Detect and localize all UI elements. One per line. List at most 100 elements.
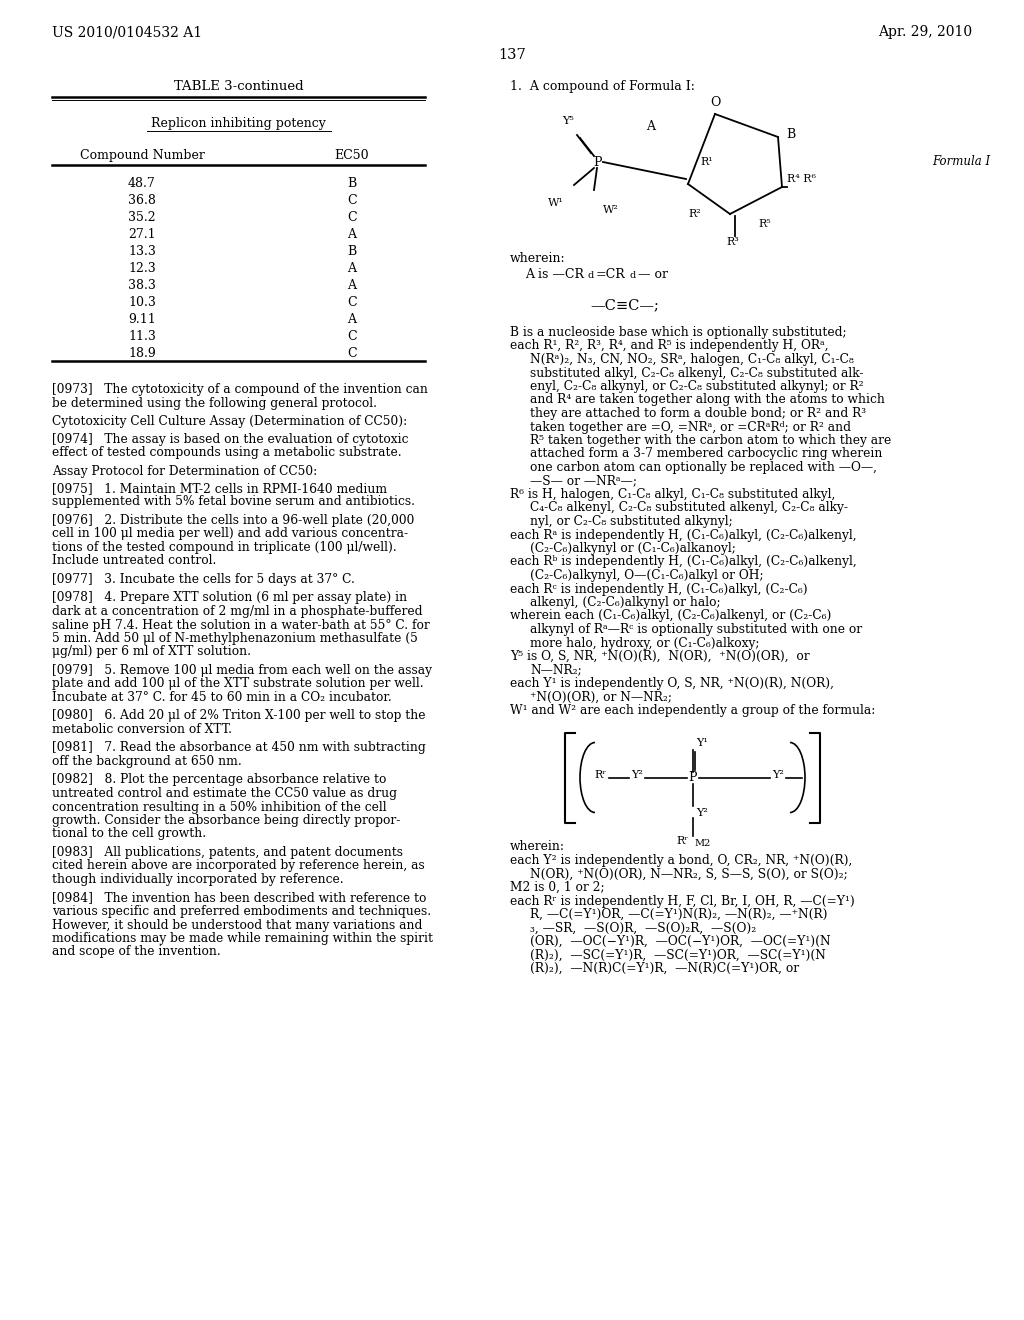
Text: 137: 137 [498, 48, 526, 62]
Text: (C₂-C₆)alkynyl, O—(C₁-C₆)alkyl or OH;: (C₂-C₆)alkynyl, O—(C₁-C₆)alkyl or OH; [530, 569, 764, 582]
Text: —S— or —NRᵃ—;: —S— or —NRᵃ—; [530, 474, 637, 487]
Text: Replicon inhibiting potency: Replicon inhibiting potency [152, 117, 326, 129]
Text: R⁵: R⁵ [759, 219, 771, 228]
Text: more halo, hydroxy, or (C₁-C₆)alkoxy;: more halo, hydroxy, or (C₁-C₆)alkoxy; [530, 636, 760, 649]
Text: 13.3: 13.3 [128, 246, 156, 257]
Text: 12.3: 12.3 [128, 261, 156, 275]
Text: R⁴ R⁶: R⁴ R⁶ [787, 174, 816, 183]
Text: each R¹, R², R³, R⁴, and R⁵ is independently H, ORᵃ,: each R¹, R², R³, R⁴, and R⁵ is independe… [510, 339, 828, 352]
Text: (C₂-C₆)alkynyl or (C₁-C₆)alkanoyl;: (C₂-C₆)alkynyl or (C₁-C₆)alkanoyl; [530, 543, 736, 554]
Text: R³: R³ [727, 238, 739, 247]
Text: Assay Protocol for Determination of CC50:: Assay Protocol for Determination of CC50… [52, 465, 317, 478]
Text: Rʳ: Rʳ [677, 837, 688, 846]
Text: be determined using the following general protocol.: be determined using the following genera… [52, 396, 377, 409]
Text: A: A [646, 120, 655, 133]
Text: taken together are =O, =NRᵃ, or =CRᵃRᵈ; or R² and: taken together are =O, =NRᵃ, or =CRᵃRᵈ; … [530, 421, 851, 433]
Text: B: B [786, 128, 796, 141]
Text: ₃, —SR,  —S(O)R,  —S(O)₂R,  —S(O)₂: ₃, —SR, —S(O)R, —S(O)₂R, —S(O)₂ [530, 921, 757, 935]
Text: — or: — or [638, 268, 668, 281]
Text: A: A [347, 228, 356, 242]
Text: Cytotoxicity Cell Culture Assay (Determination of CC50):: Cytotoxicity Cell Culture Assay (Determi… [52, 414, 408, 428]
Text: tions of the tested compound in triplicate (100 μl/well).: tions of the tested compound in triplica… [52, 541, 396, 554]
Text: [0976]   2. Distribute the cells into a 96-well plate (20,000: [0976] 2. Distribute the cells into a 96… [52, 513, 415, 527]
Text: C₄-C₈ alkenyl, C₂-C₈ substituted alkenyl, C₂-C₈ alky-: C₄-C₈ alkenyl, C₂-C₈ substituted alkenyl… [530, 502, 848, 515]
Text: [0974]   The assay is based on the evaluation of cytotoxic: [0974] The assay is based on the evaluat… [52, 433, 409, 446]
Text: untreated control and estimate the CC50 value as drug: untreated control and estimate the CC50 … [52, 787, 397, 800]
Text: C: C [347, 211, 356, 224]
Text: one carbon atom can optionally be replaced with —O—,: one carbon atom can optionally be replac… [530, 461, 877, 474]
Text: wherein each (C₁-C₆)alkyl, (C₂-C₆)alkenyl, or (C₂-C₆): wherein each (C₁-C₆)alkyl, (C₂-C₆)alkeny… [510, 610, 831, 623]
Text: substituted alkyl, C₂-C₈ alkenyl, C₂-C₈ substituted alk-: substituted alkyl, C₂-C₈ alkenyl, C₂-C₈ … [530, 367, 863, 380]
Text: Y⁵ is O, S, NR, ⁺N(O)(R),  N(OR),  ⁺N(O)(OR),  or: Y⁵ is O, S, NR, ⁺N(O)(R), N(OR), ⁺N(O)(O… [510, 649, 810, 663]
Text: they are attached to form a double bond; or R² and R³: they are attached to form a double bond;… [530, 407, 866, 420]
Text: cell in 100 μl media per well) and add various concentra-: cell in 100 μl media per well) and add v… [52, 528, 409, 540]
Text: attached form a 3-7 membered carbocyclic ring wherein: attached form a 3-7 membered carbocyclic… [530, 447, 883, 461]
Text: ⁺N(O)(OR), or N—NR₂;: ⁺N(O)(OR), or N—NR₂; [530, 690, 672, 704]
Text: Formula I: Formula I [932, 154, 990, 168]
Text: tional to the cell growth.: tional to the cell growth. [52, 828, 206, 841]
Text: B: B [347, 177, 356, 190]
Text: C: C [347, 194, 356, 207]
Text: alkenyl, (C₂-C₆)alkynyl or halo;: alkenyl, (C₂-C₆)alkynyl or halo; [530, 597, 721, 609]
Text: each Y² is independently a bond, O, CR₂, NR, ⁺N(O)(R),: each Y² is independently a bond, O, CR₂,… [510, 854, 852, 867]
Text: cited herein above are incorporated by reference herein, as: cited herein above are incorporated by r… [52, 859, 425, 873]
Text: 18.9: 18.9 [128, 347, 156, 360]
Text: [0978]   4. Prepare XTT solution (6 ml per assay plate) in: [0978] 4. Prepare XTT solution (6 ml per… [52, 591, 408, 605]
Text: C: C [347, 347, 356, 360]
Text: d: d [588, 271, 594, 280]
Text: Y²: Y² [696, 808, 709, 817]
Text: enyl, C₂-C₈ alkynyl, or C₂-C₈ substituted alkynyl; or R²: enyl, C₂-C₈ alkynyl, or C₂-C₈ substitute… [530, 380, 863, 393]
Text: —C≡C—;: —C≡C—; [590, 298, 658, 312]
Text: and R⁴ are taken together along with the atoms to which: and R⁴ are taken together along with the… [530, 393, 885, 407]
Text: B: B [347, 246, 356, 257]
Text: μg/ml) per 6 ml of XTT solution.: μg/ml) per 6 ml of XTT solution. [52, 645, 251, 659]
Text: A: A [347, 313, 356, 326]
Text: d: d [630, 271, 636, 280]
Text: 1.  A compound of Formula I:: 1. A compound of Formula I: [510, 81, 695, 92]
Text: though individually incorporated by reference.: though individually incorporated by refe… [52, 873, 344, 886]
Text: concentration resulting in a 50% inhibition of the cell: concentration resulting in a 50% inhibit… [52, 800, 387, 813]
Text: Y²: Y² [631, 770, 643, 780]
Text: [0979]   5. Remove 100 μl media from each well on the assay: [0979] 5. Remove 100 μl media from each … [52, 664, 432, 677]
Text: each Rʳ is independently H, F, Cl, Br, I, OH, R, —C(=Y¹): each Rʳ is independently H, F, Cl, Br, I… [510, 895, 855, 908]
Text: N—NR₂;: N—NR₂; [530, 664, 582, 676]
Text: Apr. 29, 2010: Apr. 29, 2010 [878, 25, 972, 40]
Text: (R)₂),  —SC(=Y¹)R,  —SC(=Y¹)OR,  —SC(=Y¹)(N: (R)₂), —SC(=Y¹)R, —SC(=Y¹)OR, —SC(=Y¹)(N [530, 949, 826, 961]
Text: 5 min. Add 50 μl of N-methylphenazonium methasulfate (5: 5 min. Add 50 μl of N-methylphenazonium … [52, 632, 418, 645]
Text: TABLE 3-continued: TABLE 3-continued [174, 81, 303, 92]
Text: supplemented with 5% fetal bovine serum and antibiotics.: supplemented with 5% fetal bovine serum … [52, 495, 415, 508]
Text: C: C [347, 330, 356, 343]
Text: Compound Number: Compound Number [80, 149, 205, 162]
Text: effect of tested compounds using a metabolic substrate.: effect of tested compounds using a metab… [52, 446, 401, 459]
Text: 27.1: 27.1 [128, 228, 156, 242]
Text: W¹: W¹ [548, 198, 564, 209]
Text: Y²: Y² [772, 770, 784, 780]
Text: M2 is 0, 1 or 2;: M2 is 0, 1 or 2; [510, 880, 604, 894]
Text: saline pH 7.4. Heat the solution in a water-bath at 55° C. for: saline pH 7.4. Heat the solution in a wa… [52, 619, 430, 631]
Text: B is a nucleoside base which is optionally substituted;: B is a nucleoside base which is optional… [510, 326, 847, 339]
Text: metabolic conversion of XTT.: metabolic conversion of XTT. [52, 723, 232, 737]
Text: EC50: EC50 [335, 149, 370, 162]
Text: dark at a concentration of 2 mg/ml in a phosphate-buffered: dark at a concentration of 2 mg/ml in a … [52, 605, 423, 618]
Text: (OR),  —OC(−Y¹)R,  —OC(−Y¹)OR,  —OC(=Y¹)(N: (OR), —OC(−Y¹)R, —OC(−Y¹)OR, —OC(=Y¹)(N [530, 935, 830, 948]
Text: However, it should be understood that many variations and: However, it should be understood that ma… [52, 919, 422, 932]
Text: each Rᶜ is independently H, (C₁-C₆)alkyl, (C₂-C₆): each Rᶜ is independently H, (C₁-C₆)alkyl… [510, 582, 808, 595]
Text: plate and add 100 μl of the XTT substrate solution per well.: plate and add 100 μl of the XTT substrat… [52, 677, 424, 690]
Text: A: A [347, 261, 356, 275]
Text: 9.11: 9.11 [128, 313, 156, 326]
Text: Include untreated control.: Include untreated control. [52, 554, 216, 568]
Text: R, —C(=Y¹)OR, —C(=Y¹)N(R)₂, —N(R)₂, —⁺N(R): R, —C(=Y¹)OR, —C(=Y¹)N(R)₂, —N(R)₂, —⁺N(… [530, 908, 827, 921]
Text: 36.8: 36.8 [128, 194, 156, 207]
Text: R⁵ taken together with the carbon atom to which they are: R⁵ taken together with the carbon atom t… [530, 434, 891, 447]
Text: each Rᵇ is independently H, (C₁-C₆)alkyl, (C₂-C₆)alkenyl,: each Rᵇ is independently H, (C₁-C₆)alkyl… [510, 556, 857, 569]
Text: R²: R² [688, 209, 701, 219]
Text: (R)₂),  —N(R)C(=Y¹)R,  —N(R)C(=Y¹)OR, or: (R)₂), —N(R)C(=Y¹)R, —N(R)C(=Y¹)OR, or [530, 962, 799, 975]
Text: and scope of the invention.: and scope of the invention. [52, 945, 221, 958]
Text: nyl, or C₂-C₈ substituted alkynyl;: nyl, or C₂-C₈ substituted alkynyl; [530, 515, 733, 528]
Text: P: P [594, 156, 602, 169]
Text: US 2010/0104532 A1: US 2010/0104532 A1 [52, 25, 202, 40]
Text: A: A [347, 279, 356, 292]
Text: R⁶ is H, halogen, C₁-C₈ alkyl, C₁-C₈ substituted alkyl,: R⁶ is H, halogen, C₁-C₈ alkyl, C₁-C₈ sub… [510, 488, 836, 502]
Text: growth. Consider the absorbance being directly propor-: growth. Consider the absorbance being di… [52, 814, 400, 828]
Text: Y¹: Y¹ [696, 738, 709, 747]
